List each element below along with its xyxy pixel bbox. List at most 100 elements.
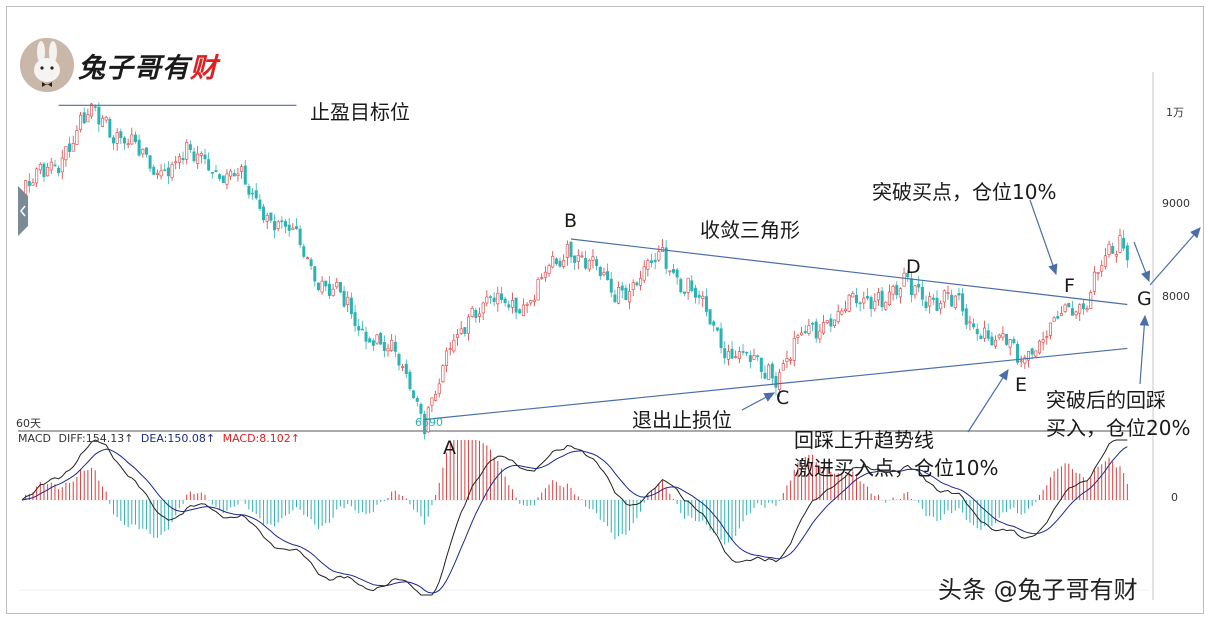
period-label: 60天 (16, 417, 41, 430)
candle-body (1070, 308, 1074, 316)
candle-body (1114, 254, 1118, 257)
candle-body (730, 348, 734, 359)
candle-body (1107, 243, 1111, 256)
candle-body (518, 309, 522, 314)
candle-body (430, 397, 434, 406)
candle-body (595, 259, 599, 267)
candle-body (565, 244, 569, 258)
price-tick-9000: 9000 (1162, 197, 1190, 210)
candle-body (1016, 343, 1020, 363)
candle-body (898, 288, 902, 298)
candle-body (1111, 246, 1115, 254)
candle-body (547, 265, 551, 274)
candle-body (393, 341, 397, 352)
candle-body (653, 259, 657, 263)
candle-body (258, 199, 262, 209)
candle-body (697, 294, 701, 298)
candle-body (646, 260, 650, 270)
candle-body (679, 279, 683, 293)
candle-body (876, 292, 880, 301)
candle-body (35, 168, 39, 184)
candle-body (891, 286, 895, 295)
candle-body (335, 281, 339, 288)
candle-body (126, 143, 130, 146)
chevron-left-icon[interactable] (18, 186, 28, 236)
candle-body (690, 280, 694, 291)
arrow-retest-buy (1139, 314, 1150, 385)
candle-body (375, 334, 379, 344)
point-e: E (1015, 374, 1028, 396)
candle-body (833, 319, 837, 326)
candle-body (935, 297, 939, 311)
candle-body (481, 302, 485, 314)
candle-body (781, 363, 785, 371)
candle-body (1027, 351, 1031, 361)
candle-body (741, 351, 745, 353)
candle-body (865, 295, 869, 299)
rabbit-icon (20, 38, 74, 92)
candle-body (843, 308, 847, 312)
candle-body (108, 119, 112, 138)
candle-body (305, 257, 309, 260)
candle-body (316, 282, 320, 291)
macd-legend-dea: DEA:150.08↑ (140, 432, 216, 445)
candle-body (529, 300, 533, 304)
candle-body (591, 256, 595, 261)
candle-body (357, 326, 361, 331)
candle-body (236, 173, 240, 176)
candle-body (294, 226, 298, 230)
candle-body (137, 139, 141, 156)
candle-body (349, 297, 353, 315)
candle-body (514, 297, 518, 313)
candle-body (924, 301, 928, 309)
candle-body (613, 294, 617, 303)
candle-body (606, 271, 610, 281)
macd-legend-name: MACD (18, 432, 51, 445)
candle-body (115, 132, 119, 144)
candle-body (1092, 271, 1096, 292)
candle-body (60, 157, 64, 173)
candle-body (148, 155, 152, 169)
candle-body (723, 348, 727, 359)
candle-body (792, 337, 796, 361)
candle-body (968, 321, 972, 324)
candle-body (404, 363, 408, 375)
candle-body (177, 156, 181, 163)
candle-body (119, 131, 123, 139)
candle-body (1048, 322, 1052, 336)
candle-body (364, 331, 368, 342)
candle-body (181, 158, 185, 161)
candle-body (57, 167, 61, 174)
candle-body (214, 170, 218, 173)
candle-body (247, 186, 251, 195)
candle-body (847, 294, 851, 312)
candle-body (628, 291, 632, 303)
brand-name-accent: 财 (190, 53, 218, 84)
candle-body (276, 221, 280, 229)
candle-body (719, 328, 723, 348)
candle-body (686, 277, 690, 293)
candle-body (887, 291, 891, 306)
candle-body (298, 228, 302, 245)
candle-body (569, 241, 573, 258)
candle-body (397, 353, 401, 366)
candle-body (452, 339, 456, 352)
candle-body (789, 358, 793, 361)
candle-body (485, 296, 489, 304)
candle-body (756, 355, 760, 357)
point-b: B (564, 210, 578, 232)
candle-body (1034, 350, 1038, 357)
candle-body (503, 298, 507, 304)
price-tick-8000: 8000 (1162, 290, 1190, 303)
arrow-breakout-buy (1029, 199, 1058, 276)
candle-body (650, 260, 654, 263)
candle-body (467, 316, 471, 334)
candle-body (1074, 311, 1078, 316)
trendline-lower_trendline (424, 347, 1128, 421)
candle-body (997, 334, 1001, 339)
exit-stop-label: 退出止损位 (632, 408, 732, 432)
candle-body (463, 327, 467, 334)
candles-group (24, 102, 1129, 440)
macd-dea-line (21, 446, 1128, 594)
